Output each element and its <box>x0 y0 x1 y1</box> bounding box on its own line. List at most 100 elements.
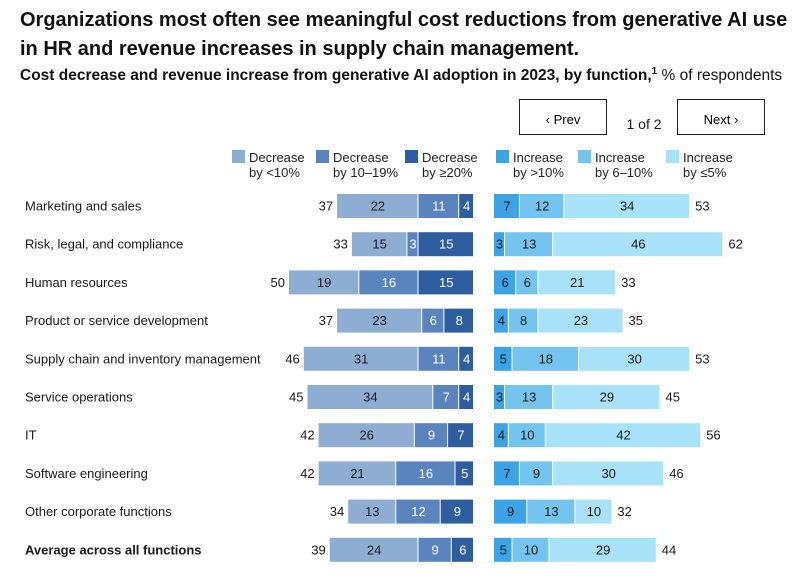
legend-label-1: Decrease <box>249 150 305 165</box>
bar-decrease-segment <box>359 270 418 295</box>
bar-decrease-segment <box>459 346 473 371</box>
category-label: Average across all functions <box>25 542 202 557</box>
bar-value-label: 18 <box>539 351 553 366</box>
bar-decrease-segment <box>337 194 418 218</box>
bar-value-label: 10 <box>587 504 601 519</box>
bar-increase-segment <box>553 385 660 409</box>
category-label: Human resources <box>25 275 128 290</box>
bar-value-label: 3 <box>496 237 503 252</box>
bar-value-label: 16 <box>419 466 433 481</box>
bar-value-label: 11 <box>432 199 446 214</box>
bar-increase-segment <box>527 499 575 524</box>
bar-increase-segment <box>564 194 690 218</box>
bar-decrease-segment <box>329 537 418 562</box>
bar-value-label: 3 <box>496 390 503 405</box>
subtitle-main: Cost decrease and revenue increase from … <box>20 67 652 85</box>
bar-value-label: 23 <box>574 313 588 328</box>
bar-increase-segment <box>516 270 538 295</box>
next-button[interactable]: Next › <box>677 99 765 135</box>
bar-decrease-segment <box>448 423 473 448</box>
bar-decrease-segment <box>337 308 422 333</box>
prev-button[interactable]: ‹ Prev <box>519 99 607 135</box>
bar-value-label: 15 <box>372 237 386 252</box>
bar-increase-segment <box>519 194 564 218</box>
category-label: Product or service development <box>25 313 208 328</box>
bar-value-label: 29 <box>596 542 610 557</box>
increase-total-label: 62 <box>728 237 742 252</box>
decrease-total-label: 39 <box>311 542 325 557</box>
bar-increase-segment <box>494 537 512 562</box>
bar-value-label: 13 <box>365 504 379 519</box>
bar-decrease-segment <box>444 308 473 333</box>
bar-decrease-segment <box>303 346 418 371</box>
bar-value-label: 6 <box>430 313 437 328</box>
chart-subtitle: Cost decrease and revenue increase from … <box>20 66 782 85</box>
legend-label-6: Increase <box>683 150 733 165</box>
bar-value-label: 29 <box>600 390 614 405</box>
bar-decrease-segment <box>318 423 414 448</box>
category-label: Risk, legal, and compliance <box>25 237 183 252</box>
bar-value-label: 7 <box>503 199 510 214</box>
bar-decrease-segment <box>307 385 433 409</box>
bar-increase-segment <box>494 194 519 218</box>
bar-increase-segment <box>494 346 512 371</box>
bar-increase-segment <box>494 308 508 333</box>
decrease-total-label: 37 <box>319 199 333 214</box>
decrease-total-label: 42 <box>300 428 314 443</box>
bar-increase-segment <box>494 499 527 524</box>
bar-value-label: 12 <box>411 504 425 519</box>
bar-decrease-segment <box>433 385 459 409</box>
bar-value-label: 6 <box>459 542 466 557</box>
bar-value-label: 34 <box>620 199 634 214</box>
bar-increase-segment <box>494 232 505 257</box>
decrease-total-label: 37 <box>319 313 333 328</box>
bar-increase-segment <box>549 537 656 562</box>
bar-decrease-segment <box>422 308 444 333</box>
legend-label-5: Increase <box>595 150 645 165</box>
bar-decrease-segment <box>351 232 407 257</box>
bar-value-label: 34 <box>363 390 377 405</box>
bar-increase-segment <box>579 346 690 371</box>
bar-value-label: 46 <box>631 237 645 252</box>
bar-decrease-segment <box>418 270 473 295</box>
decrease-total-label: 45 <box>289 390 303 405</box>
bar-value-label: 5 <box>500 542 507 557</box>
bar-value-label: 5 <box>500 351 507 366</box>
bar-value-label: 16 <box>382 275 396 290</box>
prev-button-content: ‹ Prev <box>520 112 606 127</box>
bar-increase-segment <box>494 385 505 409</box>
bar-value-label: 31 <box>354 351 368 366</box>
bar-increase-segment <box>494 270 516 295</box>
bar-increase-segment <box>512 537 549 562</box>
bar-value-label: 9 <box>454 504 461 519</box>
category-label: Software engineering <box>25 466 148 481</box>
next-button-content: Next › <box>678 112 764 127</box>
bar-increase-segment <box>545 423 701 448</box>
legend-label-5-line2: by 6–10% <box>595 165 653 180</box>
bar-value-label: 42 <box>616 428 630 443</box>
bar-value-label: 7 <box>503 466 510 481</box>
bar-decrease-segment <box>459 194 473 218</box>
bar-increase-segment <box>575 499 612 524</box>
next-button-label: Next <box>703 112 731 127</box>
bar-increase-segment <box>553 232 723 257</box>
bar-value-label: 10 <box>520 428 534 443</box>
decrease-total-label: 34 <box>330 504 344 519</box>
bar-value-label: 4 <box>463 390 470 405</box>
bar-value-label: 13 <box>522 237 536 252</box>
bar-decrease-segment <box>289 270 359 295</box>
category-label: Service operations <box>25 390 133 405</box>
increase-total-label: 45 <box>666 390 680 405</box>
bar-increase-segment <box>494 423 508 448</box>
increase-total-label: 56 <box>706 428 720 443</box>
category-label: IT <box>25 428 37 443</box>
bar-value-label: 9 <box>533 466 540 481</box>
bar-decrease-segment <box>455 461 473 486</box>
bar-decrease-segment <box>418 232 473 257</box>
bar-value-label: 23 <box>372 313 386 328</box>
legend-label-4: Increase <box>513 150 563 165</box>
bar-value-label: 12 <box>535 199 549 214</box>
increase-total-label: 33 <box>621 275 635 290</box>
bar-decrease-segment <box>459 385 473 409</box>
